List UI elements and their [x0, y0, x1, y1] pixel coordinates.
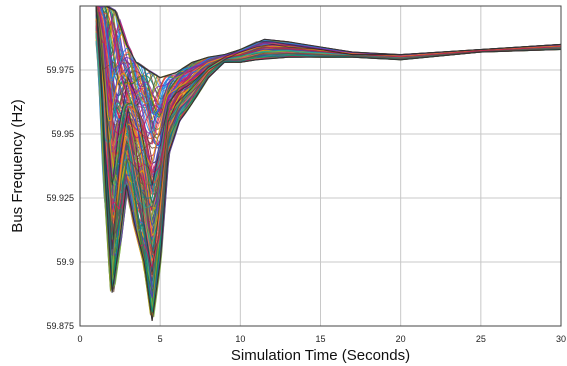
x-tick-label: 25 [476, 334, 486, 344]
x-tick-label: 0 [77, 334, 82, 344]
frequency-series-line [95, 6, 561, 254]
series-layer [95, 6, 561, 321]
y-axis-title: Bus Frequency (Hz) [9, 99, 26, 232]
x-tick-label: 15 [315, 334, 325, 344]
representative-series-line [95, 6, 561, 186]
y-tick-label: 59.95 [51, 129, 74, 139]
frequency-series-line [96, 6, 561, 81]
y-tick-label: 59.9 [56, 257, 74, 267]
y-tick-label: 59.875 [46, 321, 74, 331]
x-axis-title: Simulation Time (Seconds) [231, 347, 410, 364]
envelope-line [96, 6, 561, 79]
y-tick-label: 59.925 [46, 193, 74, 203]
representative-series-line [95, 6, 561, 275]
y-tick-label: 59.975 [46, 65, 74, 75]
frequency-series-line [96, 6, 561, 87]
x-axis-ticks: 0 5 10 15 20 25 30 [77, 334, 566, 344]
frequency-series-line [95, 6, 561, 116]
x-tick-label: 5 [158, 334, 163, 344]
frequency-series-line [95, 6, 561, 174]
x-tick-label: 10 [235, 334, 245, 344]
y-axis-ticks: 59.875 59.9 59.925 59.95 59.975 [46, 65, 74, 331]
x-tick-label: 30 [556, 334, 566, 344]
x-tick-label: 20 [396, 334, 406, 344]
frequency-series-line [95, 6, 561, 88]
plot-frame [79, 5, 562, 327]
envelope-line [95, 6, 561, 321]
